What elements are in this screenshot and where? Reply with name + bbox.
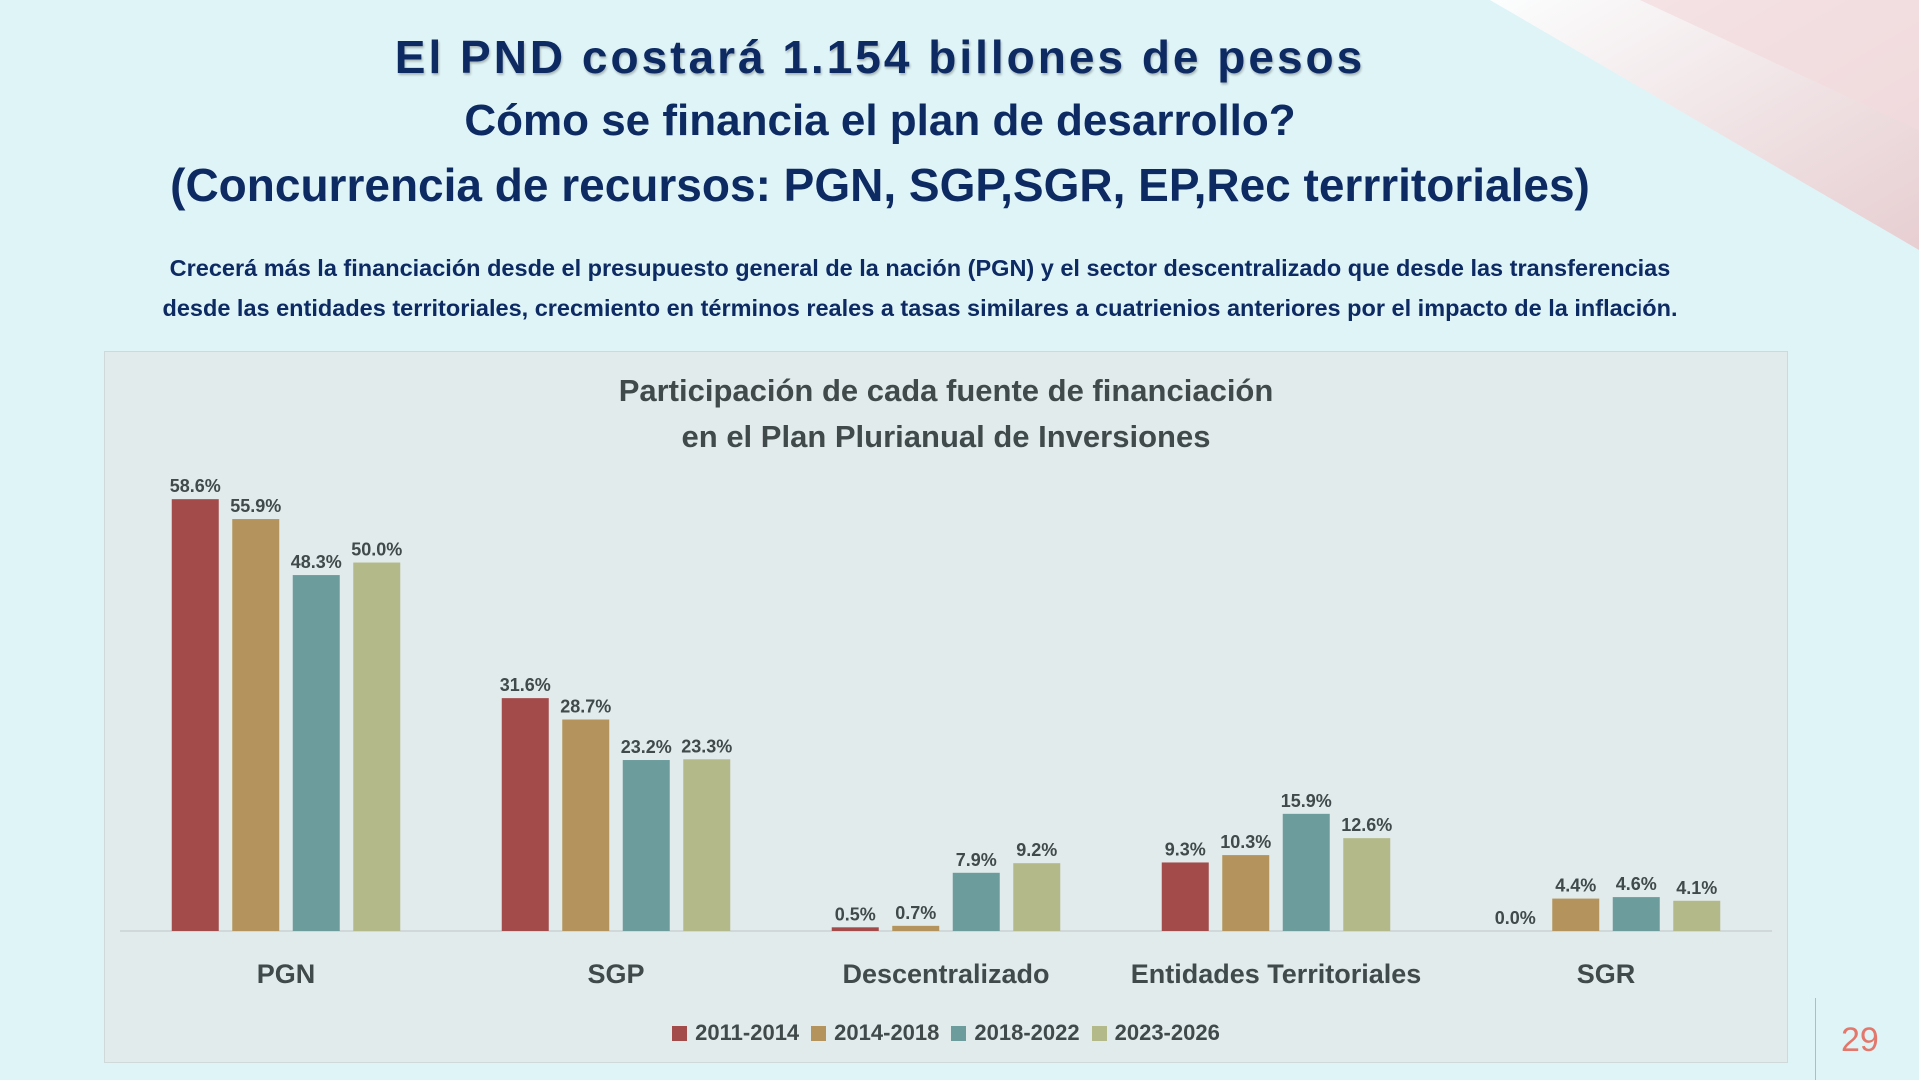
- data-label: 15.9%: [1281, 791, 1332, 811]
- category-label: PGN: [257, 959, 316, 989]
- bar: [1282, 813, 1330, 931]
- data-label: 23.2%: [621, 737, 672, 757]
- chart-legend: 2011-2014 2014-2018 2018-2022 2023-2026: [105, 1020, 1787, 1046]
- data-label: 4.1%: [1676, 878, 1717, 898]
- slide-title: El PND costará 1.154 billones de pesos: [394, 31, 1366, 83]
- data-label: 28.7%: [560, 697, 611, 717]
- legend-swatch: [811, 1026, 827, 1041]
- data-label: 10.3%: [1220, 832, 1271, 852]
- chart-title-line-1: Participación de cada fuente de financia…: [618, 373, 1274, 408]
- bar: [1673, 900, 1721, 931]
- legend-label: 2011-2014: [695, 1020, 800, 1045]
- bar: [562, 719, 610, 931]
- data-label: 31.6%: [500, 675, 551, 695]
- data-label: 23.3%: [681, 736, 732, 756]
- bar: [622, 760, 670, 931]
- data-label: 0.7%: [895, 903, 936, 923]
- bar: [831, 927, 879, 931]
- bar-chart: 58.6% 55.9% 48.3% 50.0% PGN 31.6% 28.7% 23.2% 23…: [120, 476, 1772, 989]
- bar: [952, 872, 1000, 931]
- slide-title-question: Cómo se financia el plan de desarrollo?: [464, 96, 1296, 145]
- category-label: Entidades Territoriales: [1131, 959, 1422, 989]
- page-divider: [1815, 998, 1816, 1080]
- legend-label: 2014-2018: [834, 1020, 940, 1045]
- category-label: SGR: [1577, 959, 1636, 989]
- data-label: 7.9%: [956, 850, 997, 870]
- legend-item: 2014-2018: [811, 1020, 939, 1046]
- chart-title: Participación de cada fuente de financia…: [105, 368, 1787, 460]
- category-label: SGP: [587, 959, 644, 989]
- data-label: 4.6%: [1616, 874, 1657, 894]
- data-label: 9.3%: [1165, 839, 1206, 859]
- data-label: 48.3%: [291, 552, 342, 572]
- legend-item: 2011-2014: [672, 1020, 799, 1046]
- bar: [1222, 855, 1270, 931]
- slide-subtitle: Crecerá más la financiación desde el pre…: [60, 248, 1780, 328]
- data-label: 0.0%: [1495, 908, 1536, 928]
- data-label: 9.2%: [1016, 840, 1057, 860]
- bar: [892, 925, 940, 931]
- bar: [171, 499, 219, 931]
- legend-label: 2018-2022: [974, 1020, 1080, 1045]
- legend-label: 2023-2026: [1114, 1020, 1220, 1045]
- bar: [501, 698, 549, 931]
- data-label: 58.6%: [170, 476, 221, 496]
- legend-swatch: [951, 1026, 967, 1041]
- data-label: 0.5%: [835, 904, 876, 924]
- bar: [232, 519, 280, 931]
- bar: [1612, 897, 1660, 931]
- category-label: Descentralizado: [842, 959, 1049, 989]
- chart-title-line-2: en el Plan Plurianual de Inversiones: [681, 419, 1211, 454]
- bar: [353, 562, 401, 931]
- slide-title-resources: (Concurrencia de recursos: PGN, SGP,SGR,…: [170, 159, 1590, 211]
- data-label: 4.4%: [1555, 876, 1596, 896]
- bar: [1552, 898, 1600, 931]
- legend-swatch: [1091, 1026, 1107, 1041]
- subtitle-line-1: Crecerá más la financiación desde el pre…: [169, 255, 1671, 281]
- bar: [683, 759, 731, 931]
- chart-panel: 58.6% 55.9% 48.3% 50.0% PGN 31.6% 28.7% 23.2% 23…: [104, 351, 1788, 1063]
- bar: [1161, 862, 1209, 931]
- subtitle-line-2: desde las entidades territoriales, crecm…: [162, 295, 1678, 321]
- bar: [292, 575, 340, 931]
- legend-swatch: [672, 1026, 688, 1041]
- page-number: 29: [1841, 1021, 1879, 1059]
- bar: [1343, 838, 1391, 931]
- data-label: 50.0%: [351, 540, 402, 560]
- data-label: 55.9%: [230, 496, 281, 516]
- legend-item: 2018-2022: [951, 1020, 1080, 1046]
- data-label: 12.6%: [1341, 815, 1392, 835]
- legend-item: 2023-2026: [1091, 1020, 1220, 1046]
- bar: [1013, 863, 1061, 931]
